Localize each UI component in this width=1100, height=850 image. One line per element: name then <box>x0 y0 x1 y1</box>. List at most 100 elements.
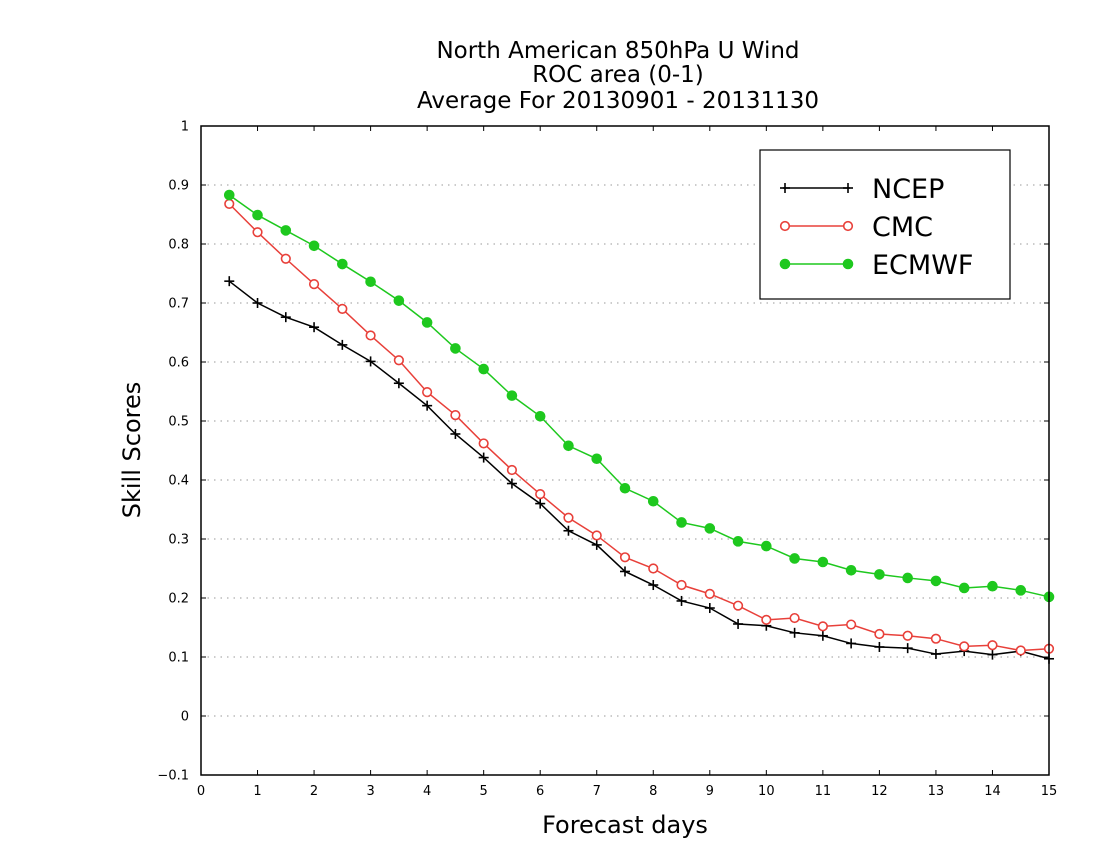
gridlines <box>201 184 1049 717</box>
series-ecmwf <box>223 189 1055 603</box>
x-tick-label: 15 <box>1041 784 1058 799</box>
series-ecmwf-point <box>817 556 829 568</box>
x-tick-label: 11 <box>815 784 832 799</box>
series-cmc-point <box>874 628 885 640</box>
series-cmc-point <box>789 612 800 624</box>
series-ncep-point <box>224 276 235 287</box>
y-tick-label: 0.1 <box>168 651 189 666</box>
series-cmc <box>224 198 1055 656</box>
series-ncep-point <box>846 638 857 649</box>
series-ncep-point <box>902 643 913 654</box>
series-cmc-point <box>817 621 828 632</box>
series-cmc-point <box>450 410 461 421</box>
series-ncep-point <box>676 595 687 606</box>
x-tick-label: 5 <box>480 784 488 799</box>
plot-frame <box>200 125 1050 776</box>
series-ncep-point <box>817 630 828 641</box>
series-ecmwf-point <box>365 276 376 288</box>
series-ncep-point <box>874 641 885 652</box>
chart-title: North American 850hPa U Wind ROC area (0… <box>417 38 819 114</box>
title-line-3: Average For 20130901 - 20131130 <box>417 88 819 114</box>
series-ncep <box>224 276 1054 664</box>
series-ecmwf-point <box>223 189 235 201</box>
x-tick-label: 4 <box>423 784 431 799</box>
title-line-1: North American 850hPa U Wind <box>436 38 799 64</box>
series-ncep-point <box>309 322 320 333</box>
legend-items: NCEP CMC ECMWF <box>779 174 973 281</box>
legend-label-ncep: NCEP <box>872 174 944 205</box>
series-ecmwf-point <box>337 258 348 270</box>
series-ecmwf-point <box>534 410 546 422</box>
series-ecmwf-point <box>930 575 942 587</box>
series-ncep-point <box>393 378 404 389</box>
y-tick-label: 0 <box>181 710 189 725</box>
series-cmc-point <box>252 227 263 238</box>
series-ecmwf-point <box>732 536 744 547</box>
series-cmc-point <box>648 563 659 574</box>
series-ecmwf-point <box>704 523 716 534</box>
series-ncep-point <box>506 478 517 489</box>
x-axis-ticks: 0 1 2 3 4 5 6 7 8 9 10 11 12 13 14 15 <box>197 126 1057 799</box>
series-ncep-point <box>930 649 941 660</box>
series-ecmwf-point <box>421 317 433 328</box>
legend-item-cmc: CMC <box>779 212 933 243</box>
series-ncep-point <box>450 428 461 439</box>
series-ecmwf-point <box>506 390 518 401</box>
series-cmc-point <box>902 630 913 641</box>
series-ecmwf-point <box>619 482 631 494</box>
x-tick-label: 1 <box>253 784 261 799</box>
series-ncep-point <box>365 356 376 367</box>
y-tick-label: 0.2 <box>168 592 189 607</box>
series-ncep-point <box>733 618 744 629</box>
series-ncep-point <box>987 649 998 660</box>
y-tick-label: 0.8 <box>168 238 189 253</box>
legend-item-ncep: NCEP <box>780 174 944 205</box>
legend-label-ecmwf: ECMWF <box>872 250 973 281</box>
series-ncep-point <box>789 627 800 638</box>
series-ecmwf-point <box>563 440 574 452</box>
x-axis-label: Forecast days <box>542 811 708 839</box>
series-cmc-point <box>1015 645 1026 656</box>
series-cmc-point <box>308 279 320 290</box>
series-ncep-point <box>535 498 546 509</box>
legend-label-cmc: CMC <box>872 212 933 243</box>
series-cmc-point <box>478 438 489 449</box>
series-ncep-line <box>228 280 1050 660</box>
x-tick-label: 2 <box>310 784 318 799</box>
series-cmc-point <box>676 579 687 591</box>
series-cmc-point <box>422 386 433 398</box>
x-tick-label: 7 <box>593 784 601 799</box>
series-cmc-point <box>393 355 404 366</box>
series-ecmwf-point <box>1015 585 1027 596</box>
y-tick-label: 0.9 <box>168 179 189 194</box>
series-ecmwf-point <box>958 582 970 594</box>
series-ecmwf-point <box>761 540 772 552</box>
legend-marker <box>779 258 791 270</box>
series-cmc-point <box>732 600 744 611</box>
legend-marker <box>842 220 854 232</box>
x-tick-label: 12 <box>871 784 888 799</box>
series-ecmwf-point <box>789 553 800 564</box>
series-cmc-point <box>987 640 998 651</box>
series-ncep-point <box>591 539 602 550</box>
series-ecmwf-point <box>591 453 603 465</box>
series-ecmwf-point <box>987 580 998 592</box>
legend-marker <box>843 183 853 193</box>
y-axis-ticks: −0.1 0 0.1 0.2 0.3 0.4 0.5 0.6 0.7 0.8 0.9 1 <box>157 120 1049 784</box>
series-cmc-point <box>506 464 518 476</box>
series-ecmwf-point <box>393 295 405 306</box>
x-tick-label: 9 <box>706 784 714 799</box>
series-cmc-point <box>563 512 574 523</box>
series-ecmwf-point <box>874 569 885 580</box>
x-tick-label: 3 <box>366 784 374 799</box>
series-ecmwf-point <box>647 495 659 507</box>
series-ecmwf-point <box>450 343 461 354</box>
y-tick-label: 0.7 <box>168 297 189 312</box>
series-cmc-point <box>365 330 376 341</box>
legend-marker <box>780 183 790 193</box>
legend-box <box>759 149 1011 300</box>
series-cmc-point <box>280 253 291 264</box>
y-tick-label: −0.1 <box>157 769 189 784</box>
series-cmc-point <box>224 198 235 209</box>
title-line-2: ROC area (0-1) <box>532 62 704 88</box>
